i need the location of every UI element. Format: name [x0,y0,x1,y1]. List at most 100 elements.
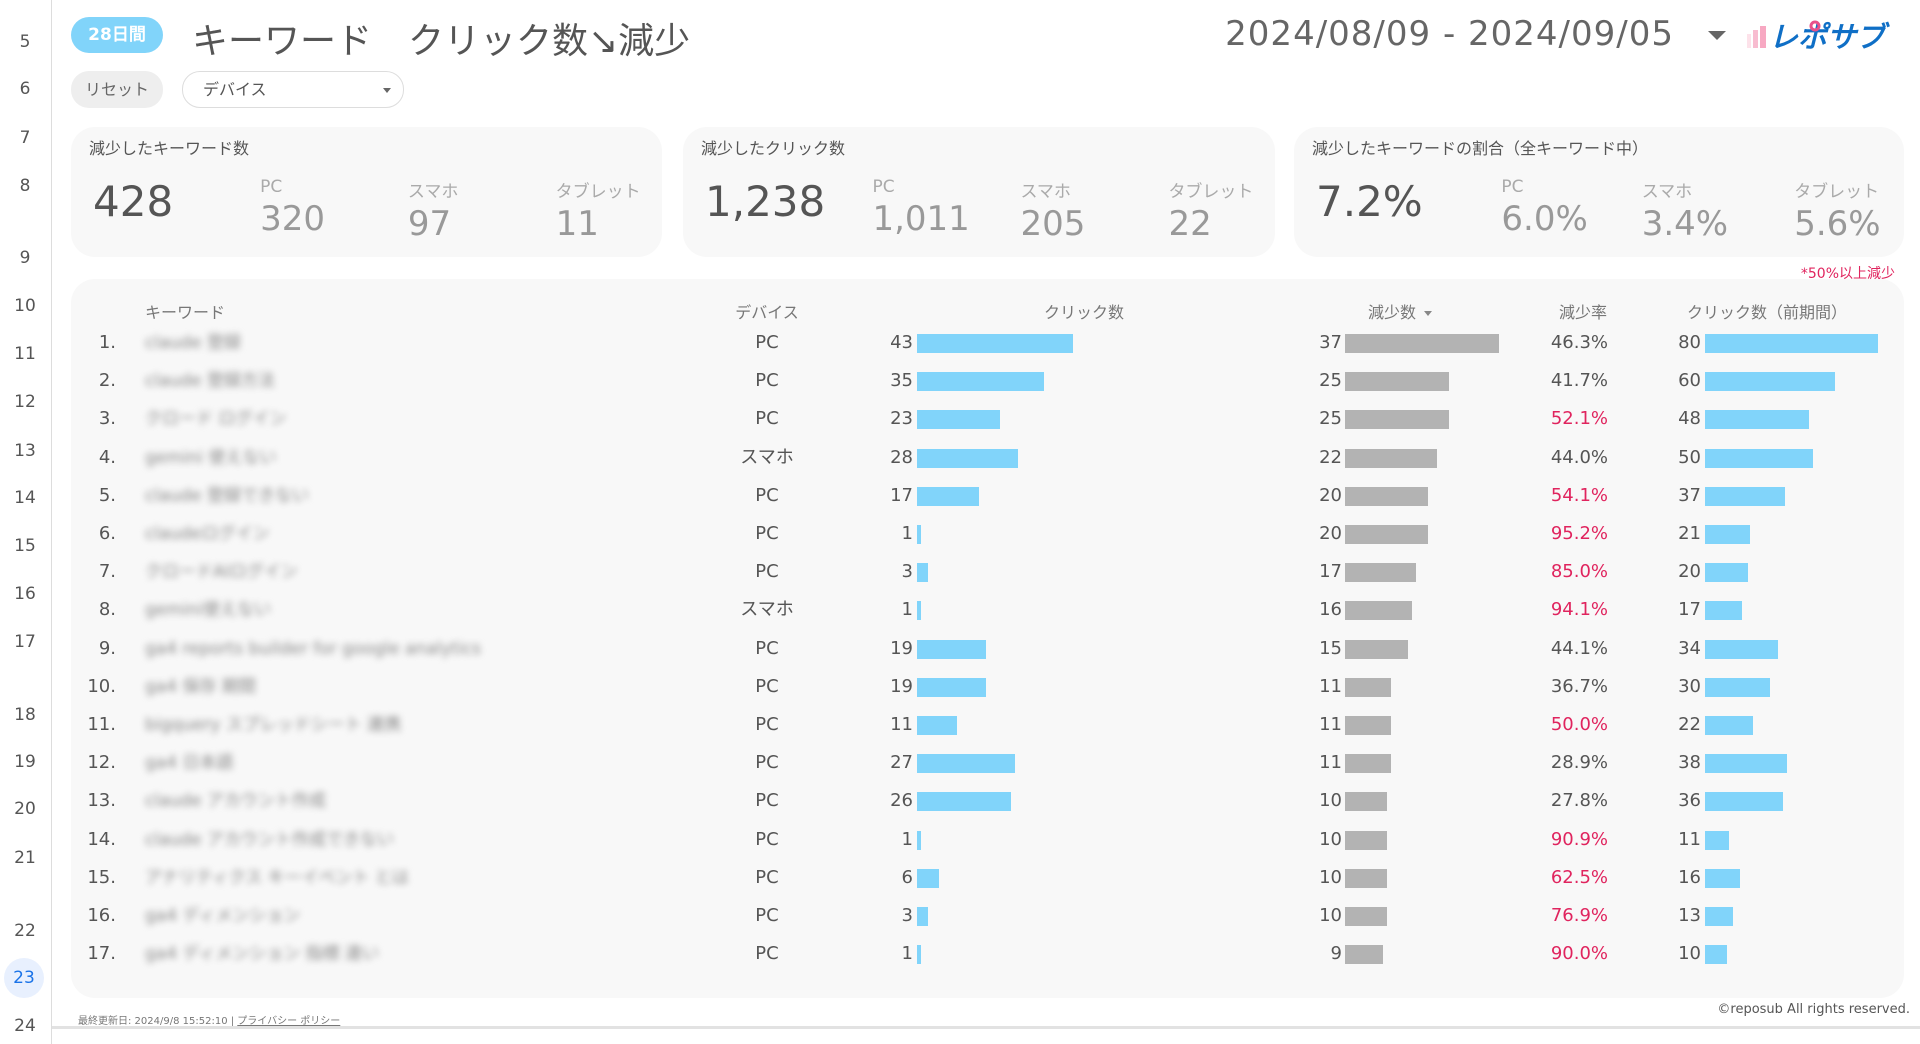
clicks-value: 3 [901,561,913,583]
sort-desc-icon [1424,311,1433,316]
row-number-20[interactable]: 20 [14,799,36,819]
keyword-cell[interactable]: gemini 使えない [145,447,277,468]
device-cell: PC [755,370,779,392]
keyword-cell[interactable]: claude 登録方法 [145,371,275,392]
table-row[interactable]: 9. ga4 reports builder for google analyti… [71,630,1904,668]
keyword-cell[interactable]: claude 登録 [145,333,241,353]
table-row[interactable]: 7. クロードAIログイン PC 3 17 85.0% 20 [71,553,1904,591]
decrease-value: 37 [1319,332,1342,353]
divider [52,1026,1920,1029]
table-row[interactable]: 2. claude 登録方法 PC 35 25 41.7% 60 [71,362,1904,400]
row-number-6[interactable]: 6 [19,79,31,99]
table-row[interactable]: 15. アナリティクス キーイベント とは PC 6 10 62.5% 16 [71,859,1904,897]
clicks-bar [917,486,979,506]
smartphone-label: スマホ [1641,182,1693,202]
decrease-bar [1345,486,1429,506]
keyword-cell[interactable]: gemini使えない [145,600,272,621]
keyword-cell[interactable]: claude アカウント作成 [145,791,326,812]
table-row[interactable]: 5. claude 登録できない PC 17 20 54.1% 37 [71,477,1904,515]
decrease-value: 10 [1319,905,1342,926]
keyword-cell[interactable]: ga4 日本語 [145,753,234,774]
table-row[interactable]: 3. クロード ログイン PC 23 25 52.1% 48 [71,400,1904,438]
row-number-8[interactable]: 8 [19,176,31,196]
privacy-policy-link[interactable]: プライバシー ポリシー [237,1016,341,1027]
header-keyword[interactable]: キーワード [145,303,226,322]
row-number-21[interactable]: 21 [14,848,36,868]
row-number-19[interactable]: 19 [14,752,36,772]
table-row[interactable]: 4. gemini 使えない スマホ 28 22 44.0% 50 [71,439,1904,477]
rank-number: 5. [98,484,116,506]
row-number-16[interactable]: 16 [14,584,36,604]
row-number-15[interactable]: 15 [14,536,36,556]
row-number-9[interactable]: 9 [19,248,31,268]
row-number-13[interactable]: 13 [14,441,36,461]
keyword-cell[interactable]: claude 登録できない [145,485,309,506]
clicks-bar [917,372,1044,392]
row-number-gutter: 5 6 7 8 9 10 11 12 13 14 15 16 17 18 19 20 21 22 23 24 [0,0,52,1044]
prev-clicks-bar [1705,677,1770,697]
clicks-bar [917,830,921,850]
decrease-bar [1345,868,1387,888]
pc-label: PC [260,177,283,197]
keyword-cell[interactable]: claude アカウント作成できない [145,829,394,850]
table-row[interactable]: 8. gemini使えない スマホ 1 16 94.1% 17 [71,591,1904,629]
row-number-10[interactable]: 10 [14,296,36,316]
row-number-14[interactable]: 14 [14,488,36,508]
keyword-cell[interactable]: ga4 ディメンション [145,906,301,926]
smartphone-value: 205 [1020,204,1086,244]
table-row[interactable]: 16. ga4 ディメンション PC 3 10 76.9% 13 [71,897,1904,935]
row-number-7[interactable]: 7 [19,128,31,148]
rate-value: 44.0% [1550,446,1608,468]
table-row[interactable]: 11. bigquery スプレッドシート 連携 PC 11 11 50.0% 22 [71,706,1904,744]
table-row[interactable]: 17. ga4 ディメンション 指標 違い PC 1 9 90.0% 10 [71,935,1904,973]
prev-clicks-value: 10 [1678,943,1701,965]
date-range-picker[interactable]: 2024/08/09 - 2024/09/05 [1225,14,1674,54]
clicks-value: 35 [890,370,913,392]
row-number-23[interactable]: 23 [4,958,44,998]
tablet-label: タブレット [1168,182,1254,202]
date-range-dropdown-arrow-icon[interactable] [1708,31,1726,40]
smartphone-label: スマホ [1020,182,1071,202]
keyword-cell[interactable]: bigquery スプレッドシート 連携 [145,715,402,735]
keyword-cell[interactable]: クロード ログイン [145,409,287,430]
prev-clicks-value: 37 [1678,484,1701,506]
rate-value: 90.9% [1550,828,1608,850]
keyword-cell[interactable]: アナリティクス キーイベント とは [145,867,409,888]
clicks-value: 28 [890,446,913,468]
card-decreased-keyword-ratio: 減少したキーワードの割合（全キーワード中） 7.2% PC 6.0% スマホ 3.4… [1294,127,1904,257]
row-number-17[interactable]: 17 [14,632,36,652]
table-row[interactable]: 14. claude アカウント作成できない PC 1 10 90.9% 11 [71,821,1904,859]
table-row[interactable]: 1. claude 登録 PC 43 37 46.3% 80 [71,324,1904,362]
row-number-12[interactable]: 12 [14,392,36,412]
decrease-value: 11 [1319,752,1342,774]
keyword-cell[interactable]: クロードAIログイン [145,562,298,583]
keyword-cell[interactable]: ga4 ディメンション 指標 違い [145,944,380,965]
keyword-cell[interactable]: claudeログイン [145,524,270,544]
prev-clicks-value: 48 [1678,408,1701,430]
rank-number: 3. [98,408,116,430]
keyword-cell[interactable]: ga4 保存 期間 [145,676,256,697]
decrease-value: 11 [1319,714,1342,735]
row-number-24[interactable]: 24 [14,1016,36,1036]
row-number-22[interactable]: 22 [14,921,36,941]
table-row[interactable]: 10. ga4 保存 期間 PC 19 11 36.7% 30 [71,668,1904,706]
keyword-cell[interactable]: ga4 reports builder for google analytics [145,638,481,659]
table-row[interactable]: 6. claudeログイン PC 1 20 95.2% 21 [71,515,1904,553]
reset-button[interactable]: リセット [71,71,163,108]
device-filter-dropdown[interactable]: デバイス [182,71,404,108]
prev-clicks-value: 20 [1678,561,1701,583]
prev-clicks-value: 36 [1678,790,1701,812]
table-row[interactable]: 12. ga4 日本語 PC 27 11 28.9% 38 [71,744,1904,782]
clicks-bar [917,448,1019,468]
smartphone-value: 97 [407,204,452,244]
prev-clicks-bar [1705,448,1813,468]
card-decreased-clicks: 減少したクリック数 1,238 PC 1,011 スマホ 205 タブレット 22 [683,127,1275,257]
rank-number: 11. [87,714,116,735]
table-row[interactable]: 13. claude アカウント作成 PC 26 10 27.8% 36 [71,782,1904,820]
rate-value: 95.2% [1550,523,1608,544]
row-number-18[interactable]: 18 [14,705,36,725]
row-number-11[interactable]: 11 [14,344,36,364]
rank-number: 17. [87,943,116,965]
decrease-bar [1345,372,1450,392]
row-number-5[interactable]: 5 [19,32,31,52]
